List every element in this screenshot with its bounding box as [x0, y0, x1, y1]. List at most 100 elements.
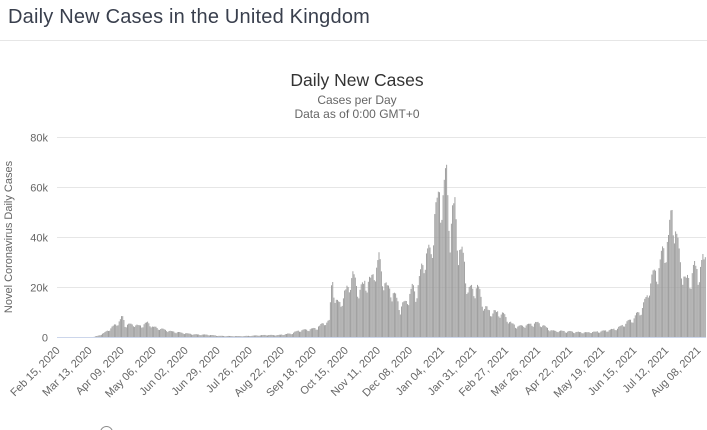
bar[interactable] [654, 270, 656, 338]
bar[interactable] [609, 329, 611, 338]
bar[interactable] [465, 283, 467, 338]
bar[interactable] [269, 334, 271, 338]
bar[interactable] [407, 304, 408, 338]
bar[interactable] [584, 332, 586, 338]
bar[interactable] [504, 314, 506, 338]
bar[interactable] [679, 262, 681, 338]
bar[interactable] [98, 335, 100, 338]
bar[interactable] [563, 330, 565, 338]
bar[interactable] [295, 331, 297, 338]
bar[interactable] [668, 234, 669, 338]
bar[interactable] [296, 330, 298, 338]
bar[interactable] [100, 334, 102, 338]
bar[interactable] [643, 302, 645, 338]
bar[interactable] [300, 331, 302, 338]
bar[interactable] [391, 301, 393, 338]
bar[interactable] [264, 334, 266, 338]
bar[interactable] [361, 282, 363, 338]
bar[interactable] [308, 331, 310, 338]
bar[interactable] [487, 309, 489, 338]
bar[interactable] [620, 325, 622, 338]
bar[interactable] [332, 282, 334, 338]
bars[interactable] [84, 164, 706, 338]
bar[interactable] [183, 334, 185, 338]
bar[interactable] [168, 330, 170, 338]
bar[interactable] [408, 305, 410, 338]
bar[interactable] [618, 326, 620, 338]
bar[interactable] [157, 329, 159, 338]
bar[interactable] [393, 292, 395, 338]
bar[interactable] [135, 325, 137, 338]
bar[interactable] [664, 262, 666, 338]
bar[interactable] [143, 324, 145, 338]
bar[interactable] [201, 334, 203, 338]
bar[interactable] [517, 326, 519, 338]
bar[interactable] [322, 323, 324, 338]
bar[interactable] [248, 335, 249, 338]
bar[interactable] [396, 297, 398, 338]
bar[interactable] [697, 284, 699, 338]
bar[interactable] [681, 278, 683, 338]
bar[interactable] [659, 259, 661, 338]
bar[interactable] [359, 289, 361, 338]
bar[interactable] [291, 334, 293, 338]
bar[interactable] [372, 274, 374, 338]
bar[interactable] [568, 331, 570, 338]
bar[interactable] [675, 231, 677, 338]
bar[interactable] [421, 263, 423, 338]
bar[interactable] [431, 257, 433, 338]
bar[interactable] [632, 322, 634, 338]
bar[interactable] [549, 331, 551, 338]
bar[interactable] [208, 335, 210, 338]
bar[interactable] [619, 326, 621, 338]
bar[interactable] [658, 268, 660, 338]
bar[interactable] [193, 334, 195, 338]
bar[interactable] [240, 336, 242, 338]
bar[interactable] [316, 329, 318, 338]
bar[interactable] [633, 318, 635, 338]
bar[interactable] [360, 284, 362, 338]
bar[interactable] [510, 321, 512, 338]
bar[interactable] [704, 257, 706, 338]
bar[interactable] [304, 329, 306, 338]
bar[interactable] [99, 335, 101, 338]
bar[interactable] [309, 329, 311, 338]
bar[interactable] [488, 310, 490, 338]
bar[interactable] [427, 248, 429, 338]
bar[interactable] [344, 290, 346, 338]
bar[interactable] [556, 331, 558, 338]
bar[interactable] [369, 276, 370, 338]
bar[interactable] [545, 327, 547, 338]
bar[interactable] [261, 335, 263, 338]
bar[interactable] [353, 274, 355, 338]
bar[interactable] [587, 332, 589, 338]
bar[interactable] [121, 316, 123, 338]
bar[interactable] [94, 336, 96, 338]
bar[interactable] [550, 330, 552, 338]
bar[interactable] [663, 248, 665, 338]
bar[interactable] [424, 269, 426, 338]
bar[interactable] [388, 285, 389, 338]
bar[interactable] [384, 283, 386, 338]
bar[interactable] [530, 323, 532, 338]
bar[interactable] [415, 301, 417, 338]
bar[interactable] [319, 325, 321, 338]
bar[interactable] [691, 273, 693, 338]
bar[interactable] [647, 297, 649, 338]
bar[interactable] [125, 327, 127, 338]
bar[interactable] [357, 296, 359, 338]
bar[interactable] [555, 330, 557, 338]
bar[interactable] [179, 332, 181, 338]
bar[interactable] [552, 330, 554, 338]
bar[interactable] [310, 328, 312, 338]
bar[interactable] [548, 330, 550, 338]
bar[interactable] [503, 312, 505, 338]
bar[interactable] [255, 335, 257, 338]
bar[interactable] [497, 311, 499, 338]
bar[interactable] [352, 271, 354, 338]
bar[interactable] [630, 319, 632, 338]
bar[interactable] [605, 330, 607, 338]
bar[interactable] [612, 329, 614, 338]
bar[interactable] [202, 334, 204, 338]
bar[interactable] [652, 270, 654, 338]
